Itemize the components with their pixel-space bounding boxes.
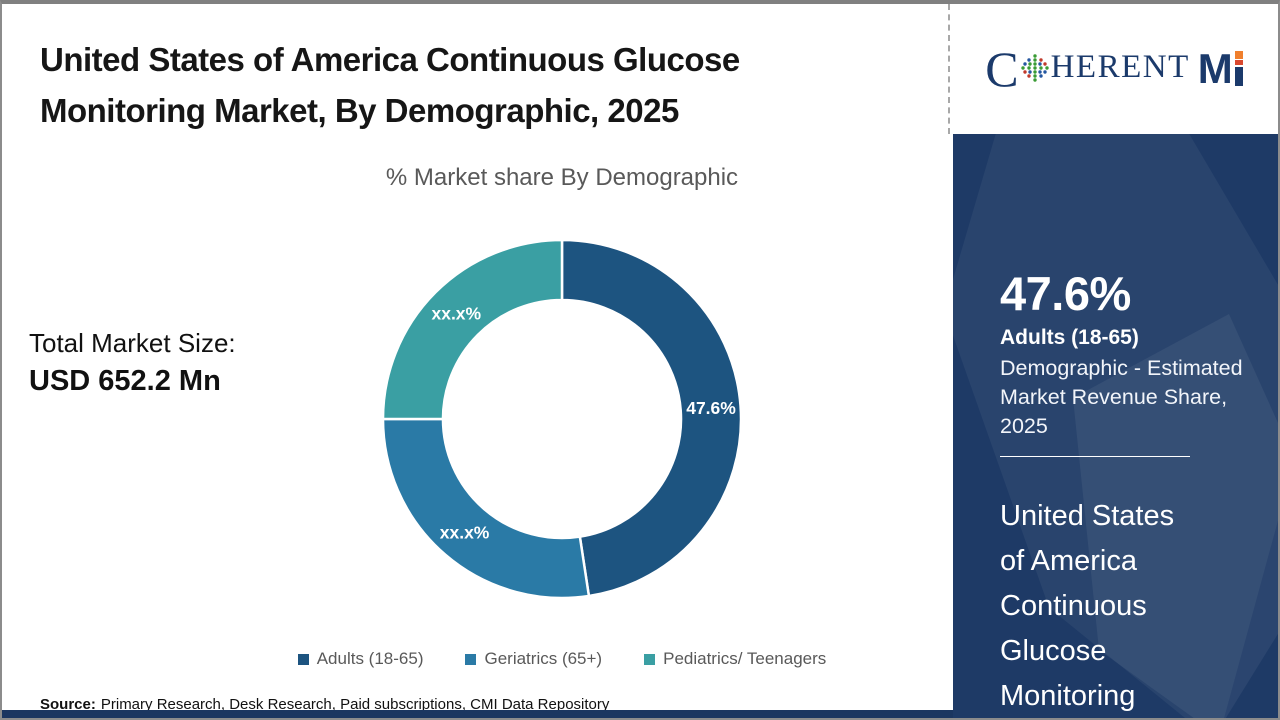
source-label: Source: <box>40 696 96 713</box>
logo-letter-i <box>1234 51 1243 86</box>
bottom-accent-bar <box>2 710 1278 718</box>
logo-letters-herent: HERENT <box>1050 49 1190 85</box>
logo-letter-c: C <box>985 41 1019 97</box>
logo-i-orange-segment <box>1234 51 1243 59</box>
slice-label: xx.x% <box>431 303 481 323</box>
logo-letter-m: M <box>1197 45 1233 92</box>
total-market-value: USD 652.2 Mn <box>29 365 221 397</box>
legend-item: Adults (18-65) <box>297 649 424 669</box>
sidebar-stat-segment: Adults (18-65) <box>1000 326 1139 349</box>
sidebar-report-title: United States of America Continuous Gluc… <box>1000 500 1175 712</box>
globe-dots-icon <box>1020 54 1049 82</box>
logo-i-red-segment <box>1234 60 1243 65</box>
sidebar: 47.6% Adults (18-65) Demographic - Estim… <box>953 134 1278 718</box>
donut-slice-adults-18-65 <box>560 238 743 598</box>
legend-swatch <box>297 653 309 665</box>
slice-label: xx.x% <box>440 522 490 542</box>
legend-label: Geriatrics (65+) <box>484 649 603 668</box>
chart-legend: Adults (18-65) Geriatrics (65+) Pediatrics… <box>188 649 936 669</box>
legend-item: Pediatrics/ Teenagers <box>644 649 826 669</box>
logo-zone: C HERENT M <box>948 4 1278 134</box>
page-title: United States of America Continuous Gluc… <box>40 41 740 129</box>
logo-i-navy-segment <box>1234 67 1243 86</box>
legend-label: Pediatrics/ Teenagers <box>663 649 827 668</box>
sidebar-divider <box>1000 456 1190 457</box>
sidebar-map-texture <box>1073 314 1278 718</box>
source-line: Source: Primary Research, Desk Research, … <box>40 696 609 713</box>
donut-chart: 47.6% xx.x% xx.x% <box>372 229 752 609</box>
coherentmi-logo: C HERENT M <box>985 44 1243 94</box>
legend-swatch <box>644 653 656 665</box>
total-market-block: Total Market Size: USD 652.2 Mn <box>29 328 236 398</box>
slice-label: 47.6% <box>686 398 736 418</box>
sidebar-stat-value: 47.6% <box>1000 267 1131 320</box>
legend-swatch <box>465 653 477 665</box>
legend-item: Geriatrics (65+) <box>465 649 602 669</box>
source-text: Primary Research, Desk Research, Paid su… <box>100 696 610 713</box>
donut-slice-geriatrics-65 <box>381 417 591 600</box>
total-market-label: Total Market Size: <box>29 328 236 358</box>
sidebar-stat-description: Demographic - Estimated Market Revenue S… <box>1000 356 1243 438</box>
chart-subtitle: % Market share By Demographic <box>385 164 739 191</box>
legend-label: Adults (18-65) <box>316 649 424 668</box>
donut-slice-pediatrics-teenagers <box>381 238 564 421</box>
